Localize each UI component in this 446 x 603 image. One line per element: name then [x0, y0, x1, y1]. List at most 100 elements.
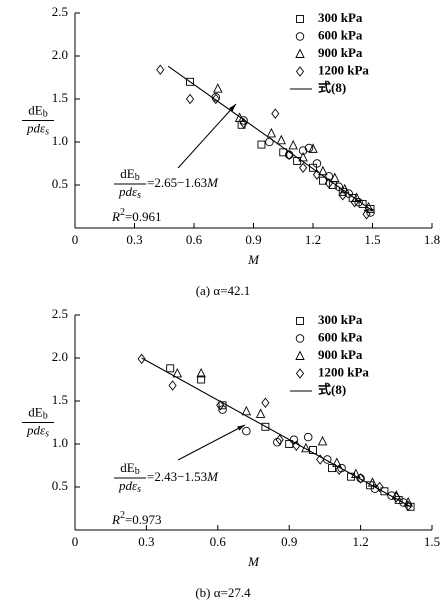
marker	[387, 491, 396, 500]
marker	[403, 496, 413, 507]
text: dE	[28, 404, 43, 419]
marker	[285, 440, 294, 448]
subscript: b	[43, 411, 48, 422]
y-tick-label: 0.5	[52, 478, 68, 493]
marker	[338, 190, 347, 201]
subscript: s	[45, 429, 49, 440]
marker	[265, 137, 274, 147]
marker	[172, 367, 183, 378]
marker	[380, 487, 389, 496]
text: =0.973	[125, 512, 162, 527]
subscript: s	[137, 190, 141, 201]
subscript: b	[135, 466, 140, 477]
marker	[299, 162, 308, 174]
y-tick-label: 1.0	[52, 133, 68, 148]
arrow-head	[229, 104, 236, 112]
x-tick-label: 1.2	[305, 232, 321, 247]
arrow-head	[237, 425, 245, 431]
y-tick-label: 2.5	[52, 4, 68, 19]
y-axis-label-denominator: pdεs	[26, 120, 49, 137]
marker	[266, 127, 277, 138]
text: =2.65−1.63	[147, 175, 207, 190]
marker	[257, 140, 266, 149]
marker	[356, 474, 365, 483]
text: dE	[120, 166, 135, 181]
marker	[276, 134, 286, 145]
equation-numerator: dEb	[120, 166, 139, 183]
subscript: b	[135, 172, 140, 183]
marker	[296, 317, 304, 325]
marker	[261, 397, 270, 408]
marker	[295, 368, 305, 379]
x-tick-label: 1.5	[364, 232, 380, 247]
x-tick-label: 1.5	[424, 534, 440, 549]
text: pdε	[26, 422, 46, 437]
marker	[366, 208, 375, 217]
x-tick-label: 0	[72, 534, 79, 549]
marker	[197, 375, 206, 384]
y-tick-label: 1.5	[52, 392, 68, 407]
x-axis-label: M	[247, 252, 260, 267]
marker	[362, 209, 371, 220]
x-tick-label: 0.3	[126, 232, 142, 247]
marker	[312, 169, 322, 180]
equation-denominator: pdεs	[118, 184, 141, 201]
marker	[156, 64, 165, 75]
legend-label: 900 kPa	[318, 347, 363, 362]
y-tick-label: 0.5	[52, 176, 68, 191]
marker	[404, 500, 413, 512]
marker	[218, 405, 227, 414]
marker	[275, 434, 284, 445]
y-tick-label: 1.0	[52, 435, 68, 450]
marker	[350, 196, 359, 208]
text: R	[111, 512, 120, 527]
equation-denominator: pdεs	[118, 478, 141, 495]
marker	[211, 93, 221, 102]
marker	[295, 334, 305, 343]
subscript: s	[137, 484, 141, 495]
legend-label: 600 kPa	[318, 27, 363, 42]
y-tick-label: 1.5	[52, 90, 68, 105]
marker	[241, 405, 252, 416]
text: dE	[28, 102, 43, 117]
x-tick-label: 0	[72, 232, 79, 247]
arrow	[177, 103, 237, 169]
equation-numerator: dEb	[120, 460, 139, 477]
marker	[137, 353, 146, 365]
marker	[318, 176, 327, 185]
marker	[216, 400, 225, 411]
y-tick-label: 2.5	[52, 306, 68, 321]
marker	[168, 380, 177, 391]
text: R	[111, 209, 120, 224]
marker	[255, 408, 266, 418]
legend-label: 式(8)	[318, 80, 346, 95]
marker	[273, 438, 282, 447]
marker	[289, 435, 299, 444]
marker	[166, 364, 175, 373]
marker	[332, 457, 342, 467]
marker	[298, 151, 308, 162]
marker	[316, 454, 325, 465]
marker	[186, 77, 194, 86]
x-tick-label: 0.9	[245, 232, 261, 247]
fit-line	[141, 357, 411, 508]
marker	[295, 66, 305, 77]
text: pdε	[118, 478, 138, 493]
marker	[218, 401, 227, 410]
marker	[213, 83, 223, 93]
superscript: 2	[120, 207, 125, 218]
marker	[185, 93, 195, 105]
marker	[334, 182, 344, 191]
subscript: s	[45, 127, 49, 138]
x-tick-label: 0.6	[186, 232, 203, 247]
legend-label: 1200 kPa	[318, 364, 369, 379]
caption: (a) α=42.1	[196, 283, 251, 298]
marker	[288, 139, 298, 150]
marker	[356, 473, 365, 484]
x-tick-label: 0.9	[281, 534, 297, 549]
marker	[295, 48, 305, 58]
r-squared: R2=0.961	[111, 207, 162, 224]
marker	[303, 432, 313, 442]
text: =0.961	[125, 209, 162, 224]
